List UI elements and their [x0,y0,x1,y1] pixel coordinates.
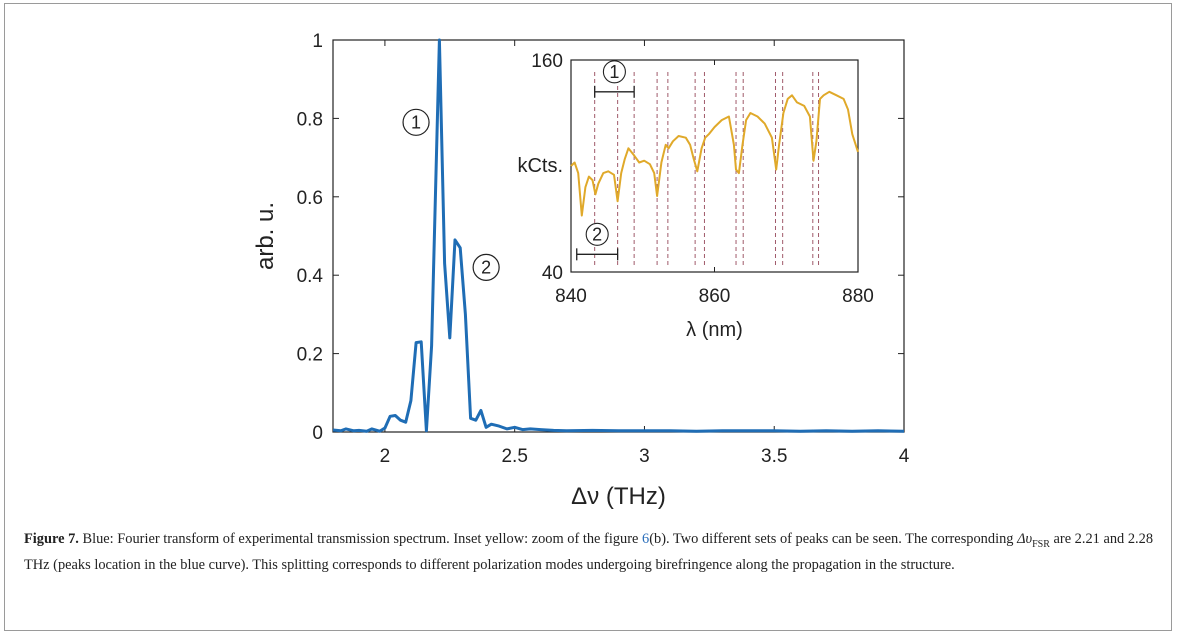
main-y-tick-label: 0.4 [297,266,324,287]
main-x-axis-label: Δν (THz) [571,483,666,510]
inset-y-tick-label: 160 [531,51,563,72]
main-annotation-circle [402,108,430,136]
main-y-tick-label: 1 [312,31,323,52]
caption-text-3: are 2.21 and 2.28 THz (peaks location in… [24,531,1154,573]
caption-text-2: (b). Two different sets of peaks can be … [649,531,1018,547]
main-annotation-label: 1 [411,112,421,132]
main-y-axis-label: arb. u. [252,202,279,270]
inset-plot-box [570,59,859,273]
caption-figure-ref-link[interactable]: 6 [642,531,650,547]
main-x-tick-label: 3.5 [761,446,787,467]
main-y-tick-label: 0 [312,423,323,444]
inset-y-axis-label: kCts. [517,155,563,177]
main-series-line [332,38,905,433]
inset-bracket-label: 1 [609,62,619,82]
main-annotation-circle [472,253,500,281]
main-annotation-label: 2 [481,257,491,277]
caption-fsr-subscript: FSR [1032,538,1050,550]
caption-delta-symbol: Δυ [1017,531,1033,547]
main-x-tick-label: 2 [380,446,391,467]
inset-bracket-circle [585,222,609,246]
inset-bracket-circle [602,60,626,84]
inset-y-tick-label: 40 [542,263,563,284]
inset-bracket-label: 2 [592,224,602,244]
caption-text-1: Blue: Fourier transform of experimental … [78,531,643,547]
inset-series-line [570,90,859,217]
main-x-tick-label: 2.5 [501,446,527,467]
main-x-tick-label: 3 [639,446,650,467]
main-y-tick-label: 0.2 [297,345,323,366]
main-y-tick-label: 0.6 [297,188,323,209]
caption-figure-label: Figure 7. [24,531,79,547]
figure-caption: Figure 7. Blue: Fourier transform of exp… [24,529,1154,575]
inset-x-tick-label: 880 [842,286,874,307]
inset-x-tick-label: 860 [699,286,731,307]
figure-frame [4,3,1172,631]
main-y-tick-label: 0.8 [297,109,323,130]
inset-x-axis-label: λ (nm) [686,319,743,341]
main-x-tick-label: 4 [899,446,910,467]
inset-x-tick-label: 840 [555,286,587,307]
